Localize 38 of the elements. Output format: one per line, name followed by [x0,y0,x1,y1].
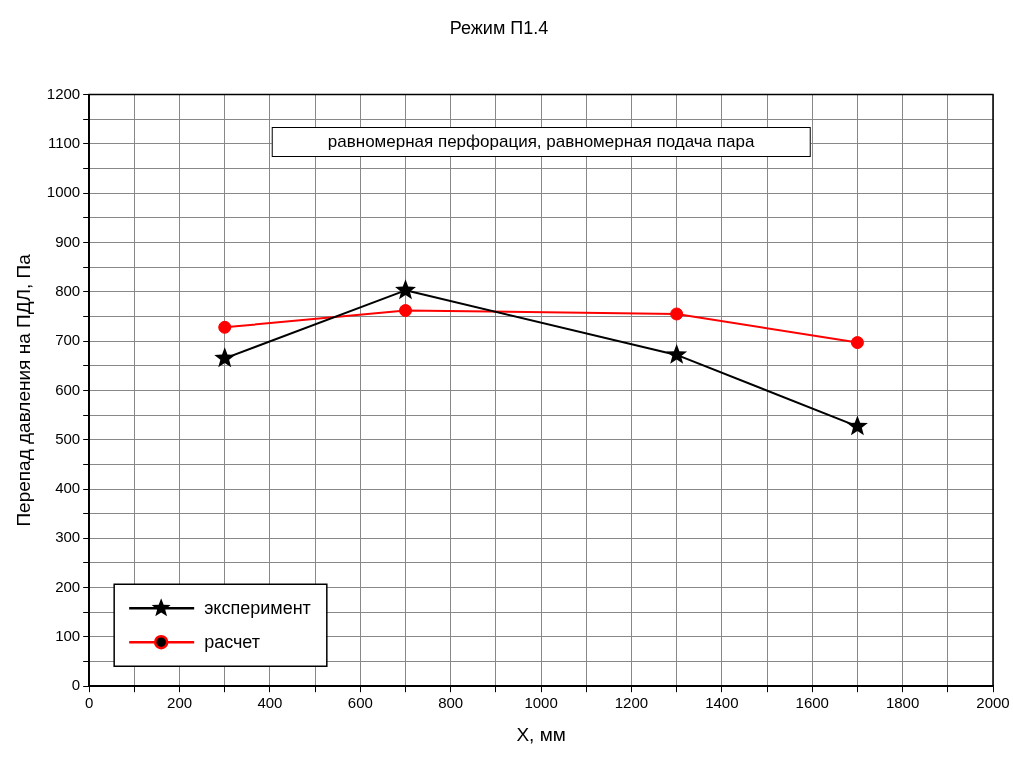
text-frame: равномерная перфорация, равномерная подача пара [271,126,811,157]
x-tick-label: 1600 [795,694,829,712]
x-tick-label: 1200 [614,694,649,712]
x-tick-label: 800 [438,694,464,712]
point [214,347,236,368]
legend-label: расчет [204,632,261,653]
x-tick-label: 1400 [705,694,739,712]
y-tick-label: 1000 [46,183,81,201]
y-tick-label: 400 [55,479,81,497]
x-tick-label: 400 [257,694,283,712]
y-tick-label: 300 [55,528,81,546]
y-tick-label: 600 [55,380,81,398]
x-tick-label: 200 [167,694,193,712]
legend-label: эксперимент [204,598,311,619]
y-tick-label: 1100 [47,134,81,152]
point [218,320,232,334]
point [666,343,688,364]
y-tick-label: 1200 [46,84,81,102]
x-tick-label: 0 [85,694,94,712]
x-tick-label: 600 [347,694,373,712]
y-tick-label: 100 [55,627,81,645]
point [395,279,416,300]
point [399,304,413,318]
y-tick-label: 700 [55,331,81,349]
chart-title: Режим П1.4 [449,17,549,38]
x-tick-label: 1000 [524,694,558,712]
y-tick-label: 200 [55,577,81,595]
y-tick-label: 900 [55,232,81,250]
x-tick-label: 1800 [885,694,920,712]
x-tick-label: 2000 [976,694,1010,712]
y-tick-label: 500 [55,429,81,447]
y-tick-label: 0 [71,676,81,694]
point [846,415,868,436]
point [670,307,684,321]
x-axis-title: X, мм [516,723,566,745]
point [850,336,864,350]
y-axis-title: Перепад давления на ПДЛ, Па [12,253,34,527]
y-tick-label: 800 [55,281,81,299]
